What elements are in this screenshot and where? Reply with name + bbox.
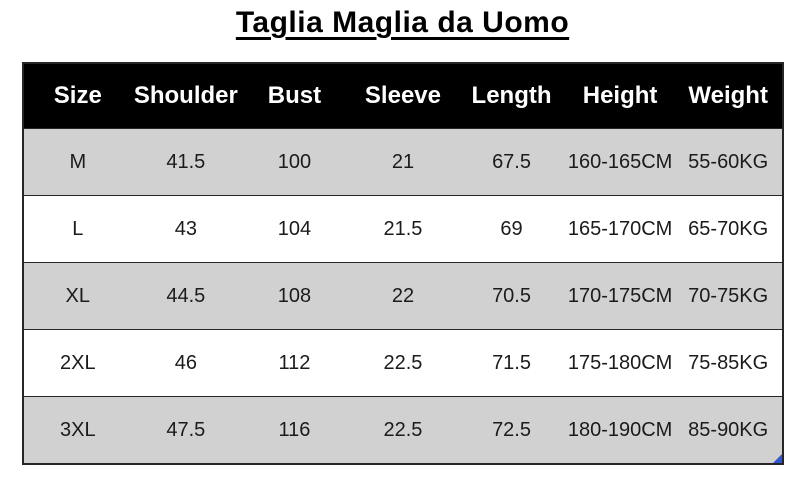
table-row-xl: XL 44.5 108 22 70.5 170-175CM 70-75KG <box>23 262 783 330</box>
size-table-header: Size Shoulder Bust Sleeve Length Height Weight <box>23 63 783 129</box>
size-table-container: Size Shoulder Bust Sleeve Length Height Weight… <box>22 62 784 465</box>
table-cell-size: L <box>23 195 132 263</box>
table-cell-sleeve: 22 <box>348 262 458 330</box>
table-cell-sleeve: 21.5 <box>348 195 458 263</box>
table-cell-height: 180-190CM <box>565 396 675 465</box>
size-table-body: M 41.5 100 21 67.5 160-165CM 55-60KG L 43 104 21.5… <box>23 128 783 465</box>
table-cell-length: 71.5 <box>457 329 566 397</box>
table-cell-height: 175-180CM <box>565 329 675 397</box>
table-cell-weight: 70-75KG <box>674 262 783 330</box>
table-cell-shoulder: 44.5 <box>131 262 241 330</box>
table-cell-sleeve: 22.5 <box>348 396 458 465</box>
table-row-2xl: 2XL 46 112 22.5 71.5 175-180CM 75-85KG <box>23 329 783 397</box>
table-cell-weight: 75-85KG <box>674 329 783 397</box>
header-cell-weight: Weight <box>674 63 783 129</box>
header-row: Size Shoulder Bust Sleeve Length Height Weight <box>23 63 783 129</box>
header-cell-height: Height <box>565 63 675 129</box>
table-cell-size: M <box>23 128 132 196</box>
table-row-l: L 43 104 21.5 69 165-170CM 65-70KG <box>23 195 783 263</box>
table-cell-height: 160-165CM <box>565 128 675 196</box>
resize-handle-icon <box>773 454 782 463</box>
header-cell-size: Size <box>23 63 132 129</box>
size-table: Size Shoulder Bust Sleeve Length Height Weight… <box>22 62 784 465</box>
table-cell-sleeve: 22.5 <box>348 329 458 397</box>
table-cell-height: 165-170CM <box>565 195 675 263</box>
page-title: Taglia Maglia da Uomo <box>235 6 570 39</box>
table-cell-bust: 100 <box>240 128 349 196</box>
table-cell-weight: 55-60KG <box>674 128 783 196</box>
table-row-3xl: 3XL 47.5 116 22.5 72.5 180-190CM 85-90KG <box>23 396 783 465</box>
table-cell-sleeve: 21 <box>348 128 458 196</box>
table-cell-size: 2XL <box>23 329 132 397</box>
table-cell-bust: 104 <box>240 195 349 263</box>
table-cell-size: 3XL <box>23 396 132 465</box>
table-cell-shoulder: 46 <box>131 329 241 397</box>
table-cell-bust: 112 <box>240 329 349 397</box>
table-cell-height: 170-175CM <box>565 262 675 330</box>
table-cell-bust: 116 <box>240 396 349 465</box>
table-cell-length: 72.5 <box>457 396 566 465</box>
table-cell-length: 69 <box>457 195 566 263</box>
table-cell-bust: 108 <box>240 262 349 330</box>
table-cell-shoulder: 47.5 <box>131 396 241 465</box>
table-cell-size: XL <box>23 262 132 330</box>
header-cell-sleeve: Sleeve <box>348 63 458 129</box>
table-cell-length: 70.5 <box>457 262 566 330</box>
header-cell-shoulder: Shoulder <box>131 63 241 129</box>
table-cell-weight: 85-90KG <box>674 396 783 465</box>
table-cell-shoulder: 41.5 <box>131 128 241 196</box>
table-row-m: M 41.5 100 21 67.5 160-165CM 55-60KG <box>23 128 783 196</box>
table-cell-shoulder: 43 <box>131 195 241 263</box>
table-cell-weight: 65-70KG <box>674 195 783 263</box>
header-cell-bust: Bust <box>240 63 349 129</box>
header-cell-length: Length <box>457 63 566 129</box>
table-cell-length: 67.5 <box>457 128 566 196</box>
